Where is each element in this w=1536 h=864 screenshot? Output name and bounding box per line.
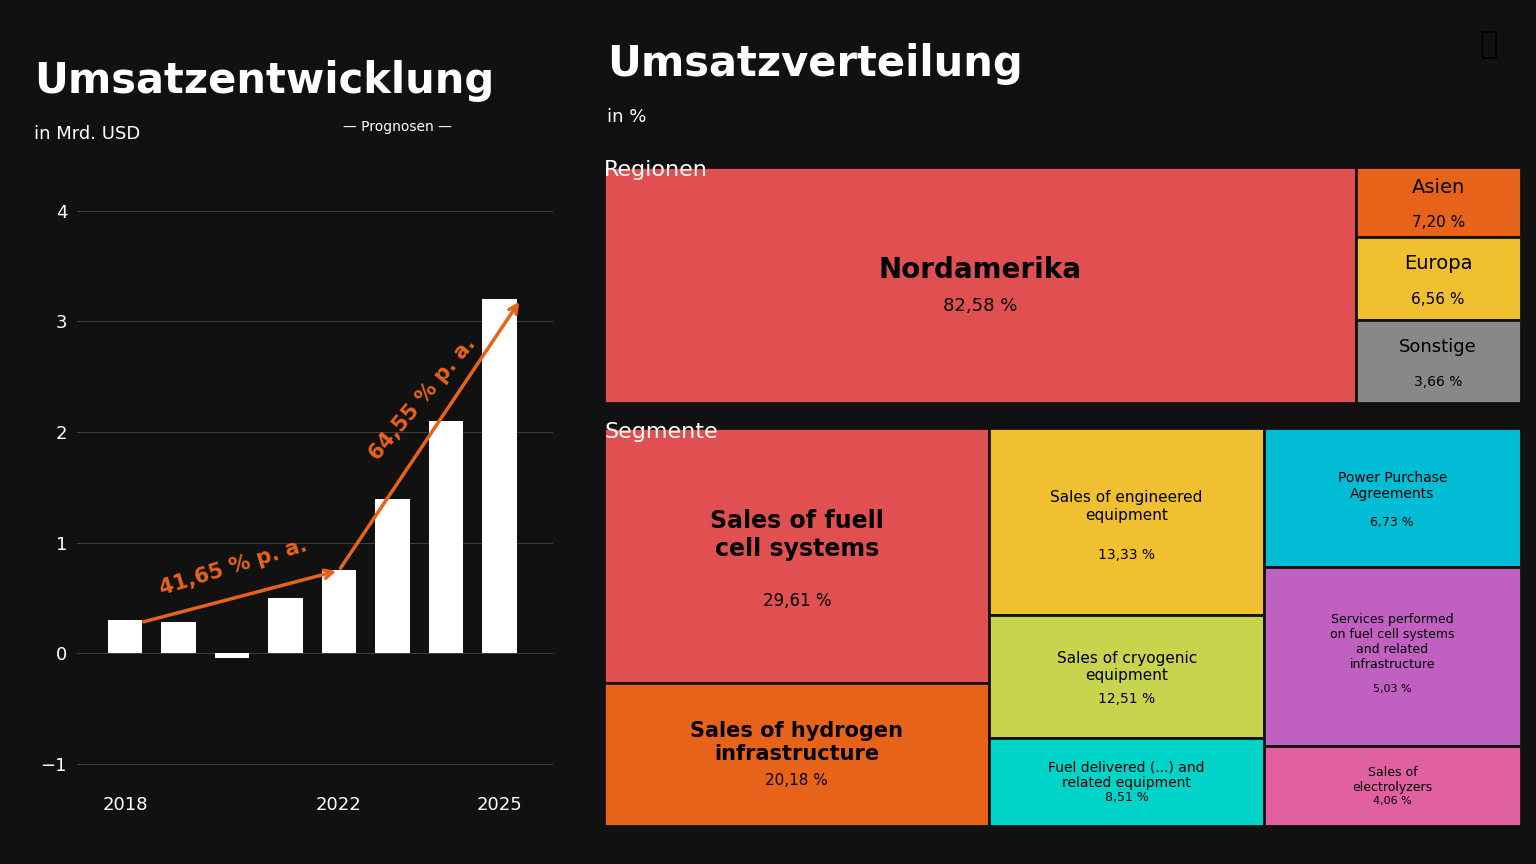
Text: 3,66 %: 3,66 %	[1415, 375, 1462, 390]
Text: in %: in %	[607, 108, 647, 126]
Bar	[604, 428, 989, 683]
Text: 4,06 %: 4,06 %	[1373, 796, 1412, 805]
Text: Sales of
electrolyzers: Sales of electrolyzers	[1352, 766, 1433, 794]
Bar	[375, 499, 410, 653]
Text: Sales of fuell
cell systems: Sales of fuell cell systems	[710, 509, 883, 561]
Text: Europa: Europa	[1404, 254, 1473, 273]
Text: 🤝: 🤝	[1479, 30, 1498, 60]
Text: Sales of hydrogen
infrastructure: Sales of hydrogen infrastructure	[690, 721, 903, 765]
Text: 5,03 %: 5,03 %	[1373, 684, 1412, 694]
Text: 7,20 %: 7,20 %	[1412, 215, 1465, 231]
Text: 13,33 %: 13,33 %	[1098, 548, 1155, 562]
Bar	[269, 598, 303, 653]
Text: Asien: Asien	[1412, 178, 1465, 197]
Bar	[604, 683, 989, 826]
Text: 41,65 % p. a.: 41,65 % p. a.	[157, 535, 310, 599]
Text: Fuel delivered (...) and
related equipment: Fuel delivered (...) and related equipme…	[1049, 760, 1204, 791]
Bar	[108, 620, 143, 653]
Bar	[1356, 238, 1521, 321]
Bar	[215, 653, 249, 658]
Bar	[989, 739, 1264, 826]
Text: 6,73 %: 6,73 %	[1370, 516, 1415, 529]
Bar	[1264, 746, 1521, 826]
Bar	[1264, 567, 1521, 746]
Text: Sonstige: Sonstige	[1399, 338, 1478, 356]
Text: Umsatzentwicklung: Umsatzentwicklung	[34, 60, 495, 103]
Text: 6,56 %: 6,56 %	[1412, 292, 1465, 307]
Text: 20,18 %: 20,18 %	[765, 772, 828, 788]
Text: 64,55 % p. a.: 64,55 % p. a.	[366, 334, 479, 464]
Text: Umsatzverteilung: Umsatzverteilung	[607, 43, 1023, 86]
Text: Nordamerika: Nordamerika	[879, 256, 1081, 284]
Bar	[989, 615, 1264, 739]
Bar	[482, 299, 516, 653]
Bar	[429, 421, 464, 653]
Bar	[161, 622, 197, 653]
Bar	[989, 428, 1264, 615]
Text: 29,61 %: 29,61 %	[762, 592, 831, 610]
Bar	[1356, 321, 1521, 403]
Bar	[321, 570, 356, 653]
Bar	[604, 167, 1356, 403]
Text: 82,58 %: 82,58 %	[943, 296, 1017, 314]
Text: Sales of engineered
equipment: Sales of engineered equipment	[1051, 490, 1203, 523]
Bar	[1264, 428, 1521, 567]
Text: Services performed
on fuel cell systems
and related
infrastructure: Services performed on fuel cell systems …	[1330, 613, 1455, 671]
Text: Segmente: Segmente	[604, 422, 717, 442]
Text: in Mrd. USD: in Mrd. USD	[34, 125, 140, 143]
Text: Regionen: Regionen	[604, 160, 708, 180]
Text: Power Purchase
Agreements: Power Purchase Agreements	[1338, 471, 1447, 501]
Text: 8,51 %: 8,51 %	[1104, 791, 1149, 804]
Text: Sales of cryogenic
equipment: Sales of cryogenic equipment	[1057, 651, 1197, 683]
Text: 12,51 %: 12,51 %	[1098, 692, 1155, 706]
Bar	[1356, 167, 1521, 238]
Text: — Prognosen —: — Prognosen —	[344, 120, 452, 134]
